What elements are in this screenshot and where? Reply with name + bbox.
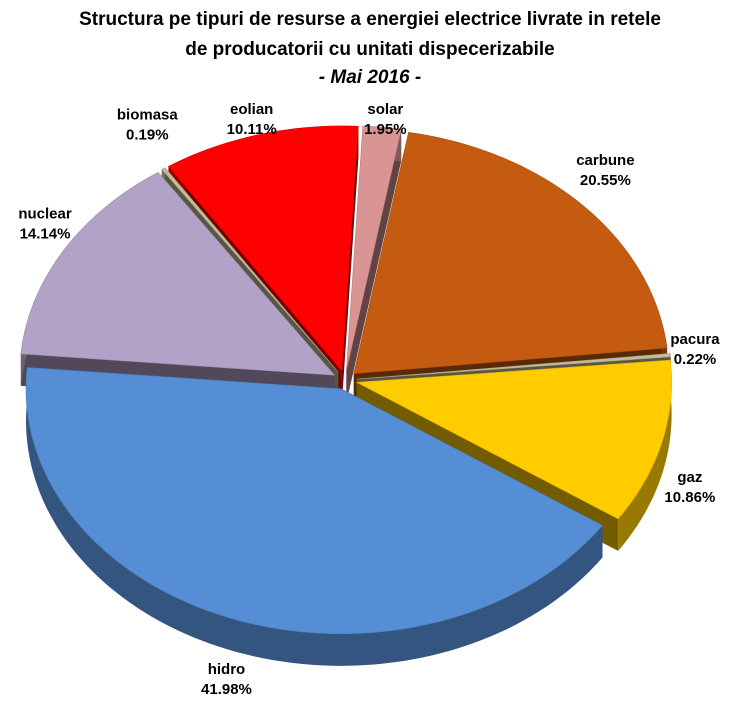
slice-value-label: 41.98% xyxy=(201,681,252,698)
pie-slice xyxy=(355,359,672,520)
pie-slice xyxy=(346,125,402,371)
slice-wall xyxy=(346,129,402,403)
slice-label: carbune xyxy=(576,152,634,169)
pie-slice xyxy=(161,167,339,373)
pie-tops xyxy=(20,125,672,635)
slice-label: pacura xyxy=(670,331,720,348)
pie-slice xyxy=(20,171,336,376)
slice-label: hidro xyxy=(208,661,246,678)
slice-label: gaz xyxy=(677,469,702,486)
slice-value-label: 10.86% xyxy=(664,489,715,506)
chart-subtitle: - Mai 2016 - xyxy=(319,67,421,88)
slice-side xyxy=(618,360,672,551)
slice-value-label: 1.95% xyxy=(364,121,407,138)
slice-value-label: 14.14% xyxy=(20,226,71,243)
chart-title: de producatorii cu unitati dispecerizabi… xyxy=(185,39,555,60)
slice-value-label: 0.19% xyxy=(126,126,169,143)
pie-slice xyxy=(356,353,671,380)
slice-label: biomasa xyxy=(117,106,179,123)
slice-wall xyxy=(341,126,359,403)
slice-value-label: 0.22% xyxy=(674,351,717,368)
pie-slice xyxy=(25,367,603,635)
slice-label: eolian xyxy=(230,101,273,118)
slice-label: nuclear xyxy=(18,206,72,223)
pie-slice xyxy=(353,132,668,374)
pie-slice xyxy=(167,125,359,372)
slice-value-label: 20.55% xyxy=(580,172,631,189)
slice-value-label: 10.11% xyxy=(227,121,277,138)
chart-title: Structura pe tipuri de resurse a energie… xyxy=(79,9,661,30)
slice-label: solar xyxy=(367,101,403,118)
